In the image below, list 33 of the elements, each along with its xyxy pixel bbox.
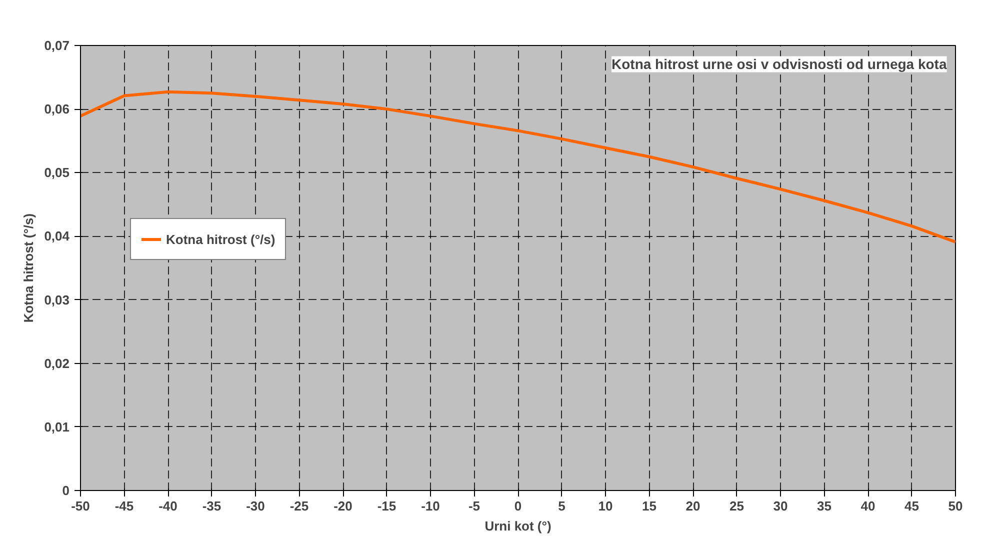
x-tick-label: 50: [948, 498, 963, 514]
y-tick-label: 0: [62, 483, 70, 498]
x-tick-label: 35: [817, 498, 832, 514]
y-tick-label: 0,01: [44, 419, 70, 434]
y-tick-label: 0,07: [44, 38, 70, 53]
y-tick-label: 0,02: [44, 356, 70, 371]
x-tick-label: -40: [158, 498, 178, 514]
x-tick-label: -50: [71, 498, 90, 514]
x-tick-label: -45: [114, 498, 134, 514]
x-tick-label: -5: [468, 498, 480, 514]
x-tick-label: 30: [773, 498, 788, 514]
x-tick-label: -20: [334, 498, 352, 514]
text: Kotna hitrost urne osi v odvisnosti od urnega kota: [611, 56, 947, 72]
x-tick-label: -30: [246, 498, 265, 514]
y-tick-label: 0,04: [44, 228, 70, 244]
x-tick-label: 15: [642, 498, 656, 514]
x-tick-label: 45: [904, 498, 919, 514]
x-tick-label: -35: [202, 498, 222, 514]
x-tick-label: 20: [686, 498, 700, 514]
legend-label: Kotna hitrost (°/s): [166, 232, 276, 246]
y-tick-label: 0,06: [44, 102, 70, 117]
x-tick-label: 10: [598, 498, 613, 514]
x-tick-label: 5: [558, 498, 566, 514]
x-axis-title: Urni kot (°): [484, 518, 552, 534]
x-tick-label: -10: [421, 498, 440, 514]
y-axis-title: Kotna hitrost (°/s): [21, 213, 36, 323]
y-tick-label: 0,03: [44, 292, 70, 308]
x-tick-label: 0: [514, 498, 522, 514]
y-tick-label: 0,05: [44, 165, 70, 180]
x-tick-label: 40: [860, 498, 876, 514]
x-tick-label: -15: [377, 498, 396, 514]
x-tick-label: 25: [730, 498, 744, 514]
x-tick-label: -25: [290, 498, 309, 514]
